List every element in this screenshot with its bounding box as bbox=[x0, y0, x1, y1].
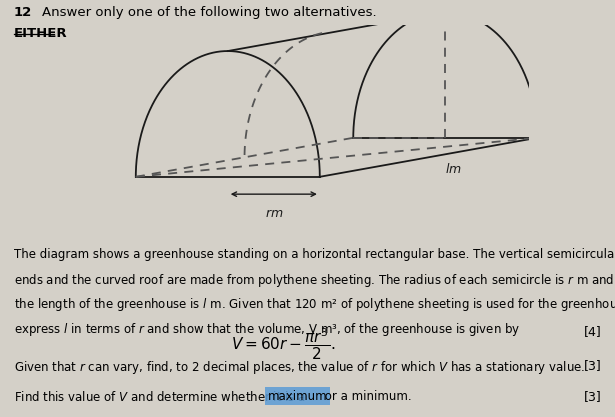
Text: the length of the greenhouse is $l$ m. Given that 120 m² of polythene sheeting i: the length of the greenhouse is $l$ m. G… bbox=[14, 296, 615, 314]
Text: Find this value of $V$ and determine whether it is a: Find this value of $V$ and determine whe… bbox=[14, 390, 306, 404]
Text: [3]: [3] bbox=[584, 359, 601, 372]
Text: express $l$ in terms of $r$ and show that the volume, V m³, of the greenhouse is: express $l$ in terms of $r$ and show tha… bbox=[14, 321, 520, 338]
Text: maximum: maximum bbox=[268, 390, 327, 403]
Text: $r$m: $r$m bbox=[264, 207, 283, 220]
Text: The diagram shows a greenhouse standing on a horizontal rectangular base. The ve: The diagram shows a greenhouse standing … bbox=[14, 248, 615, 261]
Text: $l$m: $l$m bbox=[445, 162, 462, 176]
Text: Answer only one of the following two alternatives.: Answer only one of the following two alt… bbox=[42, 6, 376, 19]
Text: [4]: [4] bbox=[584, 325, 601, 338]
Text: or a minimum.: or a minimum. bbox=[321, 390, 411, 403]
Text: ends and the curved roof are made from polythene sheeting. The radius of each se: ends and the curved roof are made from p… bbox=[14, 272, 614, 289]
Text: Given that $r$ can vary, find, to 2 decimal places, the value of $r$ for which $: Given that $r$ can vary, find, to 2 deci… bbox=[14, 359, 585, 377]
Text: EITHER: EITHER bbox=[14, 27, 67, 40]
Text: [3]: [3] bbox=[584, 390, 601, 403]
Text: $V = 60r - \dfrac{\pi r^3}{2}.$: $V = 60r - \dfrac{\pi r^3}{2}.$ bbox=[231, 326, 335, 362]
Text: 12: 12 bbox=[14, 6, 32, 19]
